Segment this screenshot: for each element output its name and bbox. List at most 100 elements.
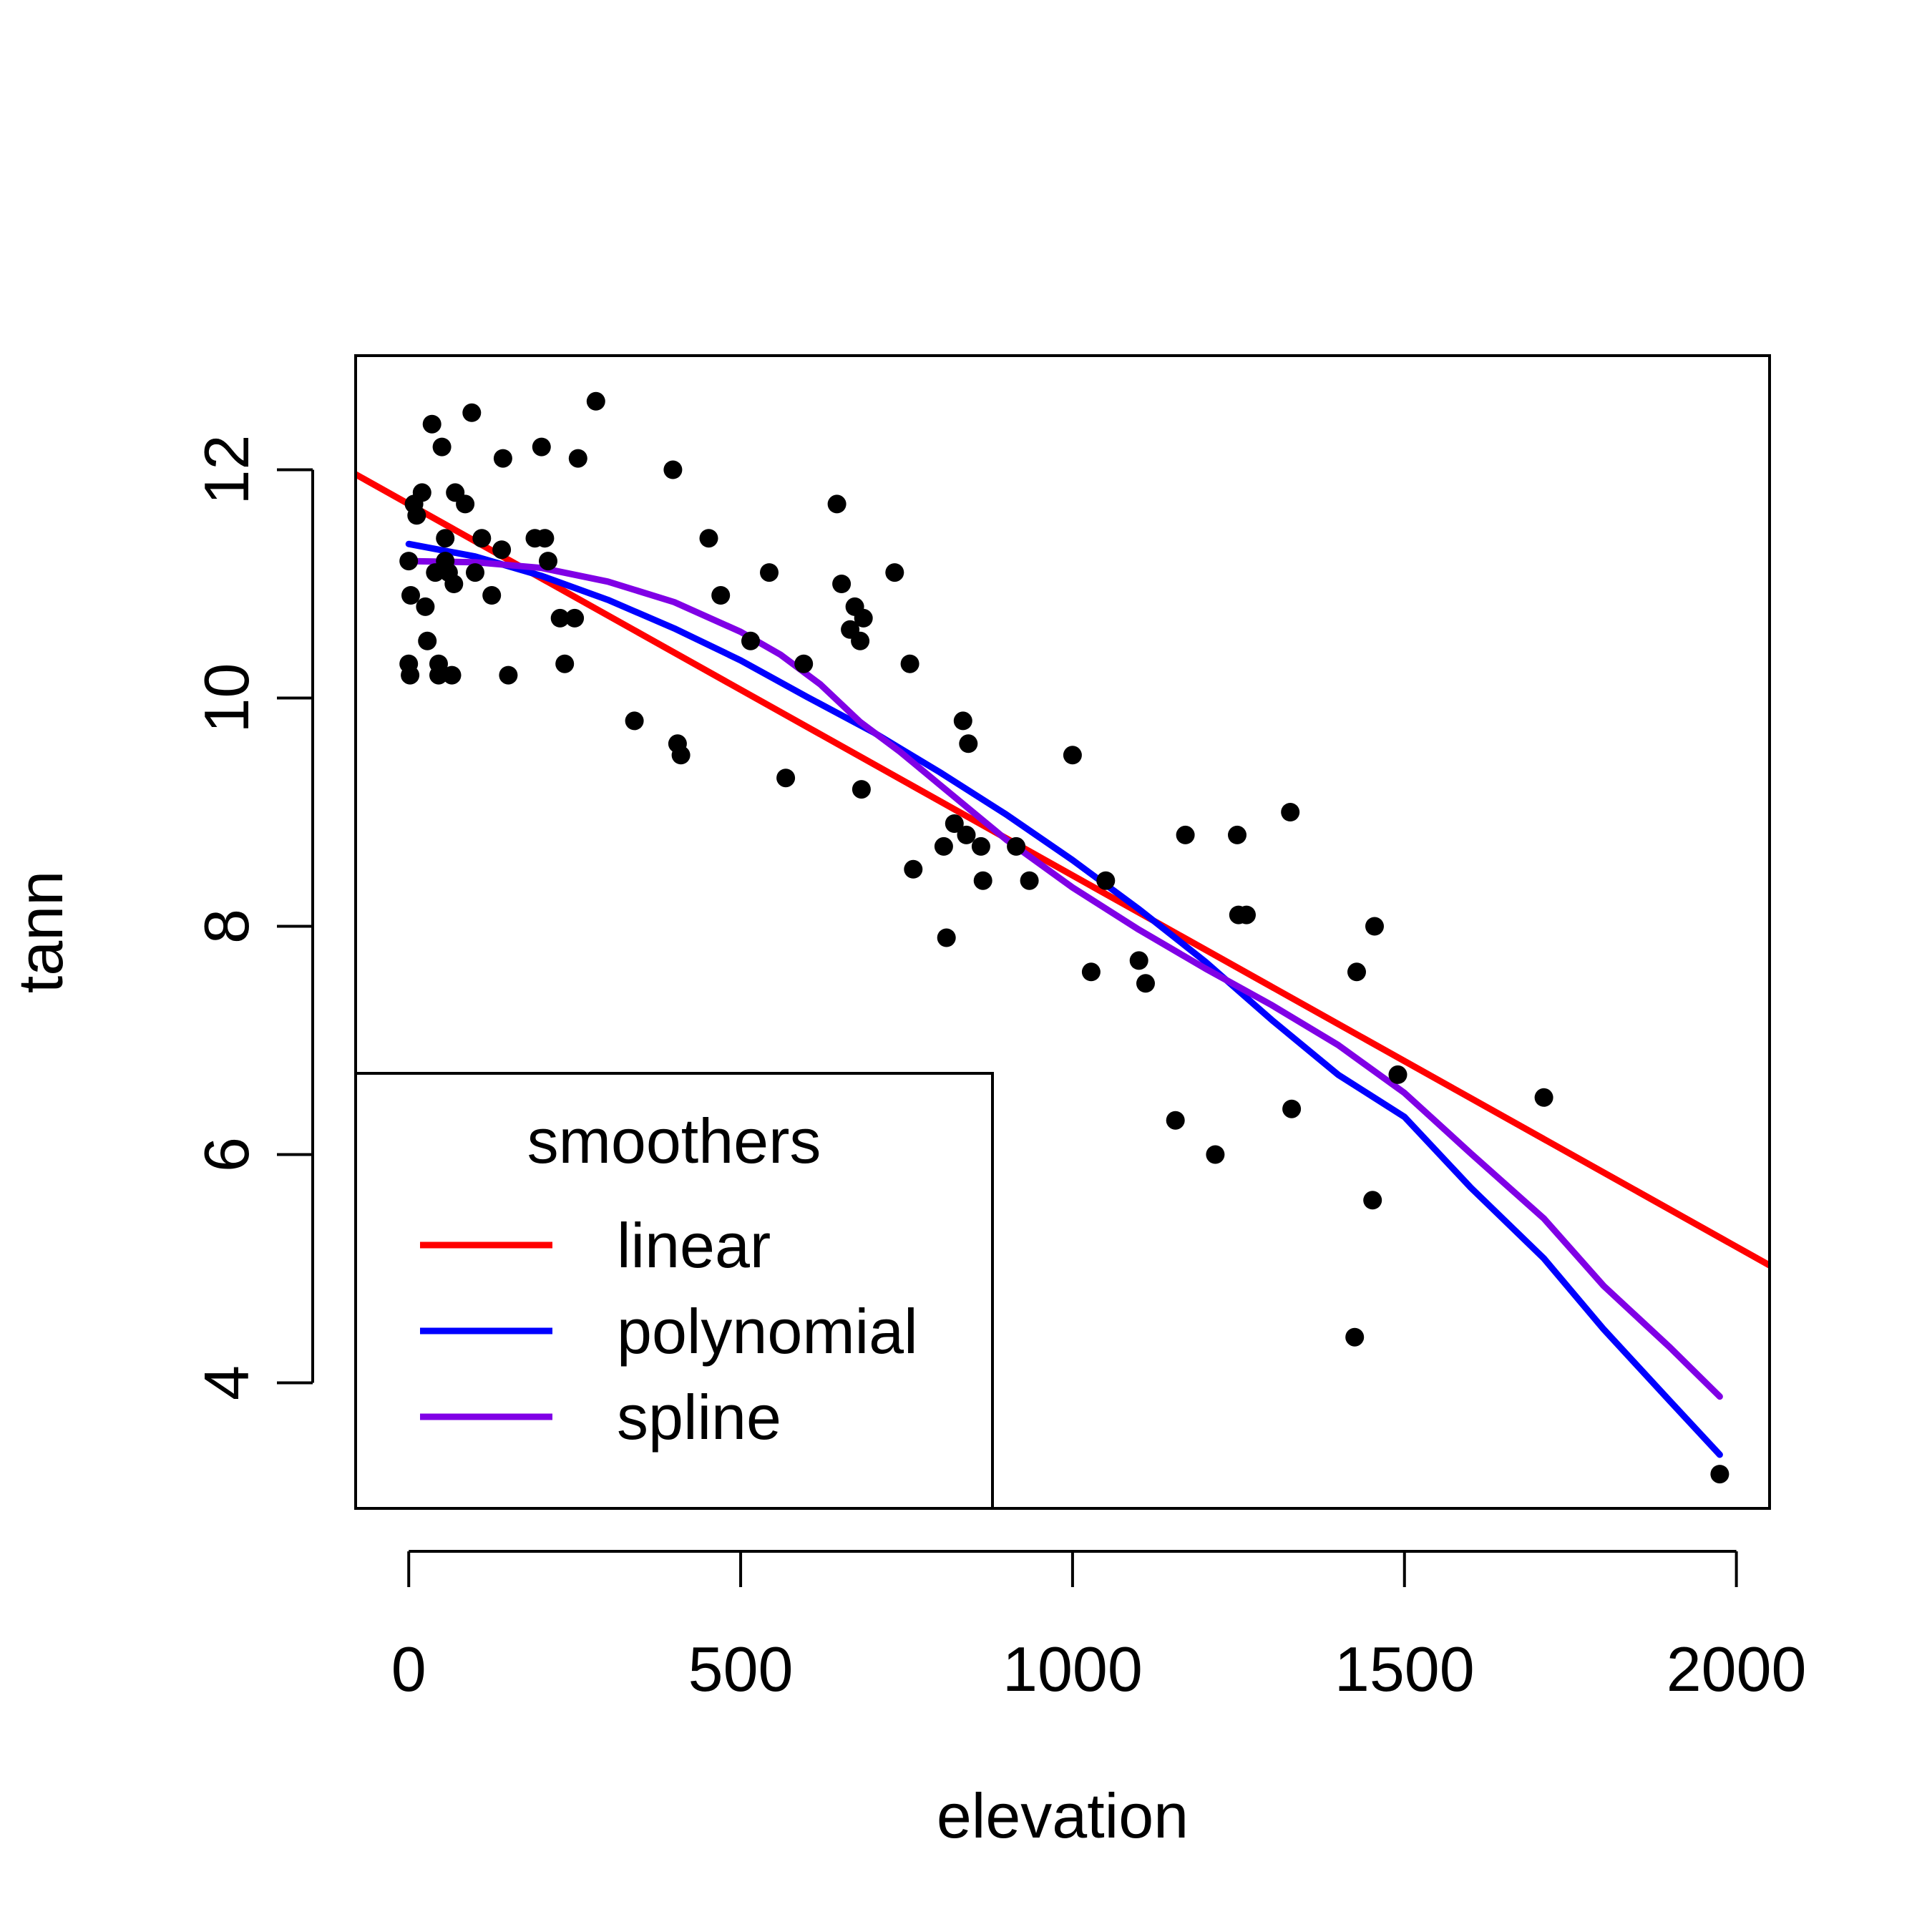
legend: smoothers linear polynomial spline [354,1072,994,1510]
data-point [432,437,452,457]
data-point [550,608,570,628]
data-point [957,825,976,844]
data-point [401,586,420,605]
data-point [1007,836,1026,856]
data-point [1345,1327,1365,1347]
data-point [827,494,847,514]
data-point [1166,1111,1185,1130]
data-point [1347,962,1366,982]
y-tick-label: 4 [191,1365,262,1400]
data-point [539,552,557,571]
legend-entries: linear polynomial spline [420,1210,918,1453]
data-point [832,575,852,593]
x-tick-label: 500 [688,1634,794,1704]
x-axis-label: elevation [937,1780,1189,1851]
data-point [492,540,512,560]
data-point [472,529,492,548]
data-point [401,665,420,685]
data-point [776,769,796,788]
data-point [741,631,760,650]
data-point [1363,1191,1382,1210]
data-point [900,654,919,673]
legend-label-spline: spline [617,1382,781,1453]
data-point [456,494,475,514]
data-point [953,711,972,731]
y-tick-label: 8 [191,909,262,944]
data-point [586,391,605,411]
series-line-linear [356,471,1770,1269]
data-point [1081,962,1101,982]
x-tick-label: 0 [391,1634,426,1704]
data-point [429,665,448,685]
data-point [1020,871,1039,890]
series-layer [356,471,1770,1458]
data-point [760,563,779,582]
data-point [499,665,518,685]
data-point [442,665,462,685]
data-point [422,414,441,434]
data-point [1534,1088,1553,1107]
y-axis: 4 6 8 10 12 [191,435,314,1400]
data-point [934,836,953,856]
data-point [971,836,990,856]
data-point [568,449,587,468]
data-point [904,859,923,879]
data-point [444,575,464,593]
data-point [663,460,683,479]
data-point [625,711,644,731]
data-point [555,654,575,673]
data-point [412,483,431,502]
data-point [671,746,691,765]
data-point [937,928,956,947]
data-point [418,631,437,650]
plot-frame [354,354,1771,1510]
data-point [885,563,904,582]
data-point [1282,1099,1302,1118]
data-point [535,529,555,548]
data-point [973,871,992,890]
data-point [462,403,482,422]
data-point [1710,1465,1729,1484]
legend-box [354,1072,994,1510]
y-axis-label: tann [5,871,76,993]
data-point [1206,1145,1225,1164]
data-point [794,654,814,673]
data-point [1388,1065,1407,1084]
legend-label-linear: linear [617,1210,771,1281]
data-point [1237,905,1256,924]
data-point [711,586,731,605]
x-tick-label: 2000 [1667,1634,1807,1704]
data-point [699,529,718,548]
data-point [959,734,978,753]
y-tick-label: 12 [191,435,262,505]
data-point [466,563,484,582]
data-point [1096,871,1116,890]
y-tick-label: 6 [191,1137,262,1172]
legend-label-polynomial: polynomial [617,1296,918,1367]
data-point [851,631,870,650]
points-layer [399,391,1729,1484]
data-point [436,529,455,548]
x-tick-label: 1500 [1335,1634,1475,1704]
data-point [482,586,502,605]
data-point [854,608,873,628]
x-axis: 0 500 1000 1500 2000 [391,1550,1807,1704]
legend-title: smoothers [527,1106,821,1176]
data-point [407,506,426,525]
data-point [1365,917,1384,936]
data-point [493,449,512,468]
data-point [1228,825,1246,844]
data-point [945,814,964,833]
data-point [1281,803,1300,821]
data-point [1063,746,1082,765]
data-point [1136,974,1155,993]
x-tick-label: 1000 [1002,1634,1143,1704]
y-tick-label: 10 [191,663,262,733]
data-point [1129,951,1148,970]
data-point [1176,825,1195,844]
data-point [399,552,419,571]
series-line-spline [405,557,1723,1400]
data-point [565,608,585,628]
